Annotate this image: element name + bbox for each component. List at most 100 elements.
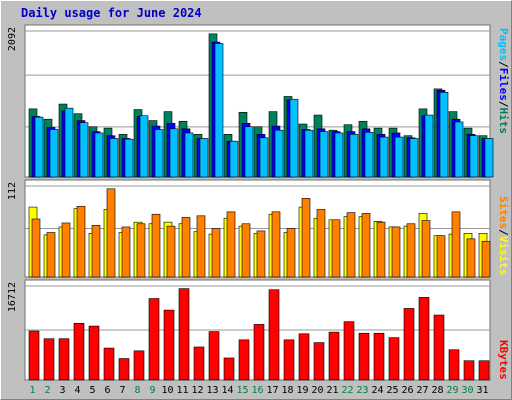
side-label-top: Pages/Files/Hits bbox=[497, 28, 510, 134]
bar-sites-day-18 bbox=[286, 228, 296, 278]
bar-pages-day-10 bbox=[169, 128, 179, 178]
panel-bottom: 16712 KBytes bbox=[7, 279, 510, 381]
bar-pages-day-31 bbox=[484, 138, 494, 178]
day-label-20: 20 bbox=[311, 385, 323, 396]
bar-sites-day-19 bbox=[301, 198, 311, 278]
bar-kbytes-day-22 bbox=[343, 321, 355, 381]
bar-kbytes-day-7 bbox=[118, 358, 130, 381]
day-label-29: 29 bbox=[446, 385, 458, 396]
day-label-3: 3 bbox=[59, 385, 65, 396]
bar-pages-day-30 bbox=[469, 135, 479, 178]
bar-pages-day-7 bbox=[124, 138, 134, 178]
bar-kbytes-day-14 bbox=[223, 357, 235, 381]
bar-kbytes-day-11 bbox=[178, 288, 190, 381]
bar-sites-day-12 bbox=[196, 215, 206, 278]
bar-sites-day-4 bbox=[76, 205, 86, 278]
day-label-12: 12 bbox=[191, 385, 203, 396]
day-label-27: 27 bbox=[416, 385, 428, 396]
y-max-label-bottom: 16712 bbox=[7, 282, 18, 312]
bar-pages-day-8 bbox=[139, 115, 149, 178]
day-label-19: 19 bbox=[296, 385, 308, 396]
bar-sites-day-22 bbox=[346, 212, 356, 278]
bar-sites-day-17 bbox=[271, 211, 281, 278]
day-label-13: 13 bbox=[206, 385, 218, 396]
day-label-1: 1 bbox=[29, 385, 35, 396]
bar-sites-day-2 bbox=[46, 232, 56, 278]
bar-pages-day-27 bbox=[424, 114, 434, 178]
day-label-15: 15 bbox=[236, 385, 248, 396]
bar-kbytes-day-17 bbox=[268, 289, 280, 381]
bar-kbytes-day-27 bbox=[418, 297, 430, 381]
day-label-2: 2 bbox=[44, 385, 50, 396]
bar-kbytes-day-4 bbox=[73, 322, 85, 381]
bar-kbytes-day-19 bbox=[298, 333, 310, 381]
bar-pages-day-11 bbox=[184, 132, 194, 178]
bar-pages-day-15 bbox=[244, 126, 254, 178]
bar-pages-day-19 bbox=[304, 129, 314, 178]
chart-title: Daily usage for June 2024 bbox=[21, 6, 202, 20]
side-label-part: / bbox=[497, 101, 510, 108]
bar-kbytes-day-31 bbox=[478, 360, 490, 381]
bar-pages-day-2 bbox=[49, 129, 59, 178]
bar-sites-day-6 bbox=[106, 188, 116, 278]
bar-kbytes-day-18 bbox=[283, 339, 295, 381]
day-label-14: 14 bbox=[221, 385, 233, 396]
bar-pages-day-18 bbox=[289, 98, 299, 178]
bar-kbytes-day-2 bbox=[43, 338, 55, 381]
bar-sites-day-13 bbox=[211, 228, 221, 278]
y-max-label-middle: 112 bbox=[7, 182, 18, 200]
side-label-part: Sites bbox=[497, 196, 510, 229]
day-label-28: 28 bbox=[431, 385, 443, 396]
bar-sites-day-21 bbox=[331, 219, 341, 278]
day-label-17: 17 bbox=[266, 385, 278, 396]
bar-kbytes-day-23 bbox=[358, 332, 370, 381]
day-label-7: 7 bbox=[119, 385, 125, 396]
bar-kbytes-day-8 bbox=[133, 350, 145, 381]
day-label-23: 23 bbox=[356, 385, 368, 396]
bar-pages-day-5 bbox=[94, 132, 104, 178]
day-label-6: 6 bbox=[104, 385, 110, 396]
bar-pages-day-12 bbox=[199, 138, 209, 178]
bar-pages-day-6 bbox=[109, 138, 119, 178]
bar-kbytes-day-15 bbox=[238, 339, 250, 381]
bar-sites-day-7 bbox=[121, 226, 131, 278]
bar-pages-day-9 bbox=[154, 129, 164, 178]
bar-pages-day-1 bbox=[34, 116, 44, 178]
bar-kbytes-day-13 bbox=[208, 331, 220, 381]
day-label-24: 24 bbox=[371, 385, 383, 396]
bar-kbytes-day-20 bbox=[313, 342, 325, 381]
bar-kbytes-day-21 bbox=[328, 331, 340, 381]
side-label-part: KBytes bbox=[497, 340, 510, 380]
day-label-10: 10 bbox=[161, 385, 173, 396]
bar-sites-day-14 bbox=[226, 211, 236, 278]
side-label-part: / bbox=[497, 61, 510, 68]
bar-sites-day-25 bbox=[391, 226, 401, 278]
bar-pages-day-17 bbox=[274, 129, 284, 178]
bar-kbytes-day-16 bbox=[253, 324, 265, 381]
bar-kbytes-day-6 bbox=[103, 347, 115, 381]
day-label-5: 5 bbox=[89, 385, 95, 396]
day-label-8: 8 bbox=[134, 385, 140, 396]
bar-sites-day-11 bbox=[181, 217, 191, 278]
side-label-part: Visits bbox=[497, 236, 510, 276]
bar-sites-day-30 bbox=[466, 238, 476, 278]
day-label-22: 22 bbox=[341, 385, 353, 396]
bar-sites-day-15 bbox=[241, 223, 251, 278]
day-label-21: 21 bbox=[326, 385, 338, 396]
bar-sites-day-20 bbox=[316, 209, 326, 278]
bar-sites-day-31 bbox=[481, 240, 491, 278]
bar-pages-day-26 bbox=[409, 138, 419, 178]
day-label-30: 30 bbox=[461, 385, 473, 396]
day-label-11: 11 bbox=[176, 385, 188, 396]
side-label-part: Hits bbox=[497, 108, 510, 135]
bar-pages-day-28 bbox=[439, 92, 449, 178]
bar-kbytes-day-3 bbox=[58, 338, 70, 381]
bar-sites-day-10 bbox=[166, 225, 176, 278]
bar-sites-day-1 bbox=[31, 218, 41, 278]
side-label-middle: Sites/Visits bbox=[497, 196, 510, 276]
bar-sites-day-16 bbox=[256, 230, 266, 278]
bar-pages-day-13 bbox=[214, 43, 224, 178]
bar-kbytes-day-24 bbox=[373, 332, 385, 381]
panel-middle: 112 Sites/Visits bbox=[7, 179, 510, 278]
